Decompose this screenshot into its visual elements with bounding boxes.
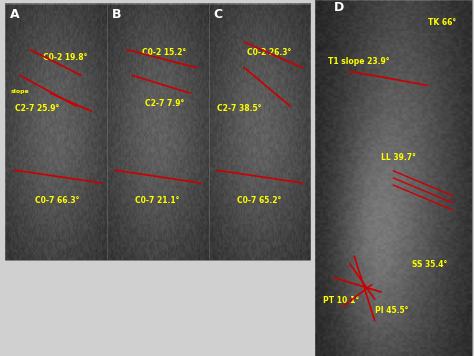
Text: C0-7 65.2°: C0-7 65.2° <box>237 197 282 205</box>
Text: A: A <box>9 8 19 21</box>
Text: B: B <box>111 8 121 21</box>
Text: D: D <box>334 1 345 14</box>
FancyBboxPatch shape <box>107 4 209 260</box>
Text: C: C <box>213 8 222 21</box>
Text: PT 10.1°: PT 10.1° <box>323 295 359 305</box>
Text: PI 45.5°: PI 45.5° <box>374 306 408 315</box>
Text: C0-7 66.3°: C0-7 66.3° <box>35 197 80 205</box>
Text: slope: slope <box>11 89 29 94</box>
Text: C2-7 7.9°: C2-7 7.9° <box>146 99 185 108</box>
FancyBboxPatch shape <box>315 0 472 356</box>
FancyBboxPatch shape <box>209 4 310 260</box>
FancyBboxPatch shape <box>5 4 107 260</box>
Text: C2-7 38.5°: C2-7 38.5° <box>217 104 261 113</box>
Text: C0-2 15.2°: C0-2 15.2° <box>142 48 186 57</box>
Text: C0-2 26.3°: C0-2 26.3° <box>247 48 292 57</box>
Text: LL 39.7°: LL 39.7° <box>381 153 416 162</box>
Text: SS 35.4°: SS 35.4° <box>412 260 447 269</box>
Text: C0-7 21.1°: C0-7 21.1° <box>135 197 180 205</box>
Text: C2-7 25.9°: C2-7 25.9° <box>15 104 59 113</box>
Text: C0-2 19.8°: C0-2 19.8° <box>44 53 88 62</box>
Text: TK 66°: TK 66° <box>428 18 456 27</box>
Text: T1 slope 23.9°: T1 slope 23.9° <box>328 57 389 66</box>
